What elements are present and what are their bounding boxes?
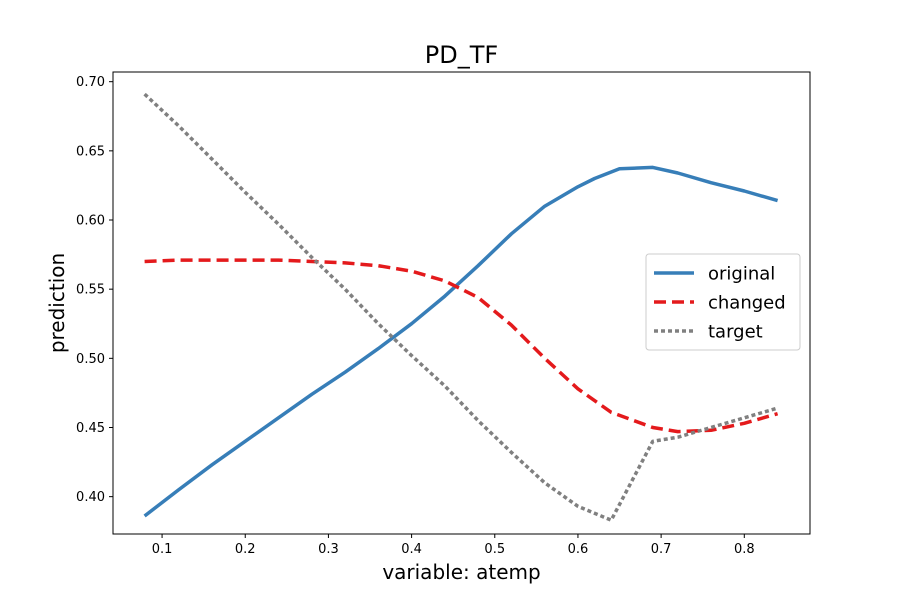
y-tick-label: 0.65: [76, 144, 105, 159]
x-tick-label: 0.3: [318, 542, 339, 557]
x-tick-label: 0.7: [651, 542, 672, 557]
legend-box: [645, 253, 801, 351]
y-tick-label: 0.40: [76, 490, 105, 505]
x-axis-label: variable: atemp: [382, 560, 540, 584]
y-tick-label: 0.50: [76, 352, 105, 367]
x-tick-label: 0.4: [401, 542, 422, 557]
x-tick-label: 0.8: [734, 542, 755, 557]
x-tick-label: 0.2: [235, 542, 256, 557]
x-axis: 0.1 0.2 0.3 0.4 0.5 0.6 0.7 0.8: [152, 534, 755, 557]
x-tick-label: 0.5: [484, 542, 505, 557]
series-line-original: [143, 165, 779, 518]
y-tick-label: 0.45: [76, 421, 105, 436]
legend: original changed target: [645, 253, 801, 351]
y-tick-label: 0.60: [76, 214, 105, 229]
y-axis: 0.40 0.45 0.50 0.55 0.60 0.65 0.70: [76, 75, 113, 505]
legend-label-target: target: [708, 322, 763, 343]
legend-label-changed: changed: [708, 293, 786, 314]
y-tick-label: 0.70: [76, 75, 105, 90]
plot-area: [143, 92, 779, 522]
legend-label-original: original: [708, 264, 775, 285]
chart-title: PD_TF: [425, 41, 498, 69]
series-line-target: [143, 92, 779, 522]
y-tick-label: 0.55: [76, 283, 105, 298]
y-axis-label: prediction: [45, 253, 69, 353]
x-tick-label: 0.1: [152, 542, 173, 557]
plot-frame: [112, 71, 811, 535]
series-line-changed: [144, 258, 779, 434]
x-tick-label: 0.6: [568, 542, 589, 557]
